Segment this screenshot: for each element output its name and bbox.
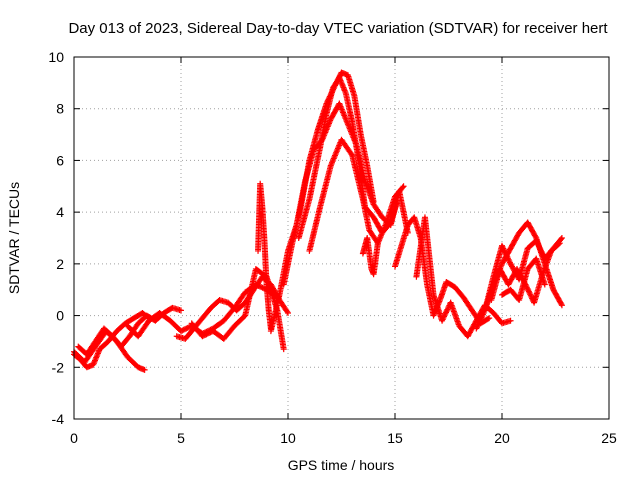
y-tick-label: -4 — [52, 411, 65, 427]
y-tick-label: 2 — [56, 256, 64, 272]
y-tick-label: 8 — [56, 101, 64, 117]
series-markers — [499, 255, 548, 304]
grid-lines — [74, 57, 609, 419]
series-track-12 — [359, 235, 381, 278]
series-markers — [359, 235, 381, 278]
x-tick-label: 10 — [280, 430, 296, 446]
y-tick-label: 4 — [56, 204, 64, 220]
series-track-4 — [124, 281, 281, 340]
x-tick-label: 25 — [601, 430, 617, 446]
y-tick-label: -2 — [52, 359, 65, 375]
series-track-18 — [499, 255, 548, 304]
series-track-13 — [392, 214, 493, 327]
series-track-16 — [481, 235, 565, 314]
y-tick-label: 6 — [56, 152, 64, 168]
y-tick-label: 0 — [56, 308, 64, 324]
data-series — [71, 69, 565, 373]
axis-ticks: 0 5 10 15 20 25 -4 -2 0 2 4 6 8 10 — [48, 49, 617, 446]
series-markers — [481, 235, 565, 314]
x-tick-label: 5 — [177, 430, 185, 446]
series-track-7 — [255, 180, 274, 332]
series-markers — [124, 281, 281, 340]
series-markers — [75, 304, 184, 358]
chart-title: Day 013 of 2023, Sidereal Day-to-day VTE… — [68, 20, 608, 37]
plot-frame — [73, 56, 610, 420]
series-markers — [255, 180, 274, 332]
x-axis-label: GPS time / hours — [288, 457, 395, 473]
y-tick-label: 10 — [48, 49, 64, 65]
x-tick-label: 15 — [387, 430, 403, 446]
y-axis-label: SDTVAR / TECUs — [6, 182, 22, 294]
x-tick-label: 20 — [494, 430, 510, 446]
x-tick-label: 0 — [70, 430, 78, 446]
series-track-3 — [75, 304, 184, 358]
series-markers — [392, 214, 493, 327]
